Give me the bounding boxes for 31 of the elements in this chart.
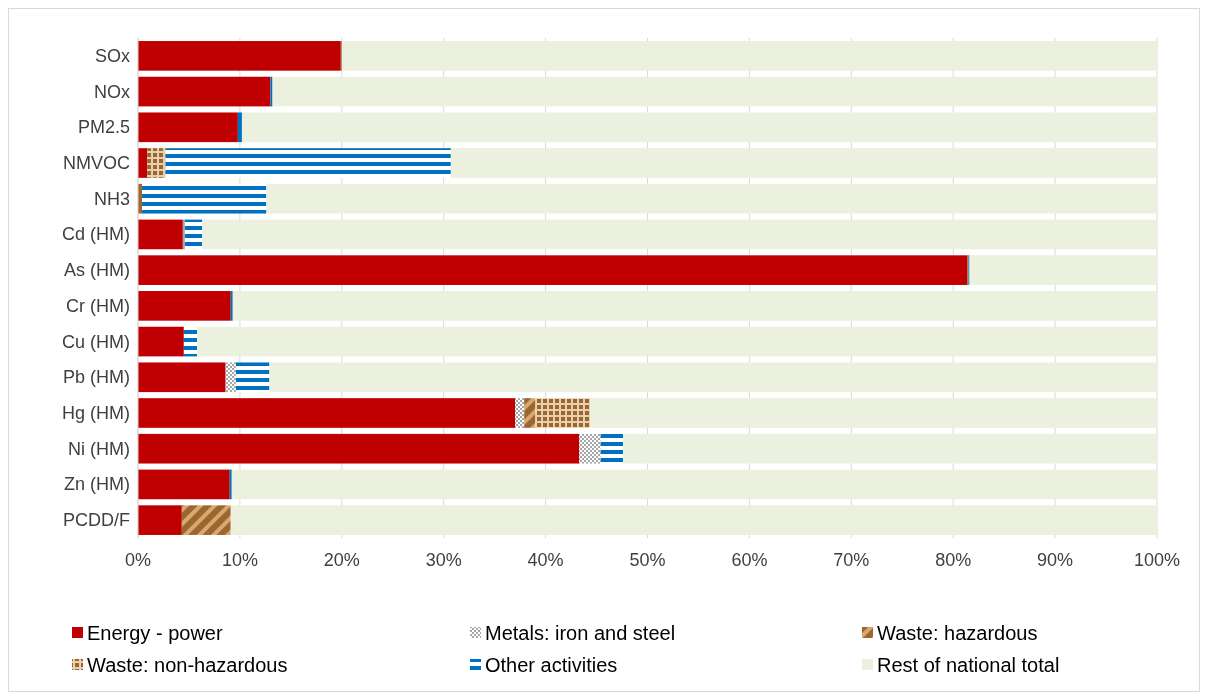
x-tick-label: 90% xyxy=(1037,550,1074,570)
y-tick-label: PCDD/F xyxy=(63,510,130,531)
legend-label: Energy - power xyxy=(87,622,223,644)
y-tick-label: SOx xyxy=(94,45,130,66)
y-tick-label: PM2.5 xyxy=(77,117,130,138)
x-tick-label: 20% xyxy=(323,550,360,570)
x-tick-label: 10% xyxy=(221,550,258,570)
legend-label: Waste: hazardous xyxy=(877,622,1038,644)
x-tick-label: 60% xyxy=(731,550,768,570)
legend-label: Other activities xyxy=(485,654,618,676)
x-tick-label: 80% xyxy=(935,550,972,570)
x-tick-label: 30% xyxy=(425,550,462,570)
y-tick-label: Cr (HM) xyxy=(66,295,130,316)
y-tick-label: Cd (HM) xyxy=(62,224,130,245)
y-tick-label: NOx xyxy=(94,81,130,102)
y-tick-label: Pb (HM) xyxy=(63,367,130,388)
y-tick-label: Cu (HM) xyxy=(62,331,130,352)
y-tick-label: NH3 xyxy=(93,188,130,209)
x-tick-label: 40% xyxy=(527,550,564,570)
y-tick-label: NMVOC xyxy=(63,153,130,173)
y-tick-label: Ni (HM) xyxy=(68,438,130,459)
y-tick-label: Zn (HM) xyxy=(64,474,130,495)
legend-label: Waste: non-hazardous xyxy=(87,654,288,676)
x-tick-label: 70% xyxy=(833,550,870,570)
x-tick-label: 50% xyxy=(629,550,666,570)
y-tick-label: Hg (HM) xyxy=(62,403,130,423)
x-tick-label: 100% xyxy=(1133,550,1181,570)
legend-label: Metals: iron and steel xyxy=(485,622,676,644)
legend-label: Rest of national total xyxy=(877,654,1060,676)
x-tick-label: 0% xyxy=(124,550,152,570)
y-tick-label: As (HM) xyxy=(64,260,130,281)
